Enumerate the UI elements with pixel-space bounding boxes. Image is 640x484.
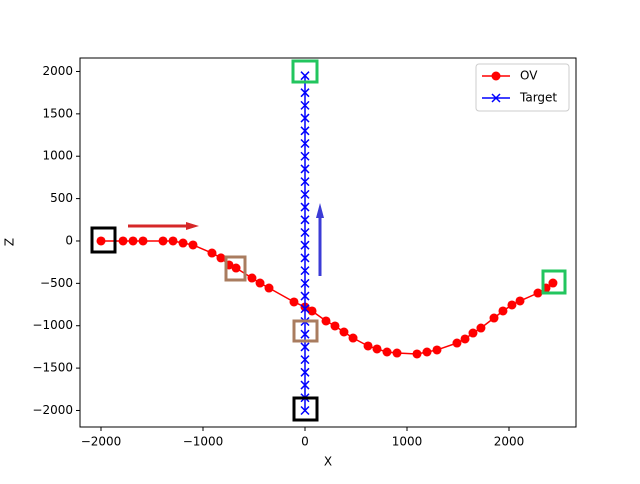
marker bbox=[452, 338, 462, 348]
marker bbox=[300, 126, 310, 136]
marker bbox=[300, 151, 310, 161]
marker bbox=[460, 334, 470, 344]
box-marker bbox=[292, 319, 319, 343]
marker bbox=[300, 177, 310, 187]
marker bbox=[300, 138, 310, 149]
arrow-head bbox=[186, 222, 199, 230]
x-tick-label: −2000 bbox=[81, 435, 122, 449]
marker bbox=[300, 329, 310, 339]
marker bbox=[412, 349, 422, 359]
marker bbox=[300, 113, 310, 123]
box-marker bbox=[291, 59, 319, 84]
marker bbox=[300, 367, 310, 377]
box-marker bbox=[541, 269, 567, 295]
marker bbox=[489, 313, 499, 323]
marker bbox=[264, 283, 274, 293]
annotations bbox=[90, 59, 567, 422]
marker bbox=[300, 202, 310, 212]
legend-label: OV bbox=[520, 69, 538, 83]
box-marker bbox=[224, 255, 247, 282]
marker bbox=[300, 164, 310, 174]
marker bbox=[300, 88, 310, 98]
x-tick-label: 2000 bbox=[494, 435, 525, 449]
arrows bbox=[128, 203, 324, 276]
marker bbox=[289, 297, 299, 307]
marker bbox=[392, 348, 402, 358]
box-marker bbox=[292, 396, 319, 422]
box-marker bbox=[90, 226, 117, 254]
marker bbox=[158, 236, 168, 246]
marker bbox=[339, 327, 349, 337]
marker bbox=[300, 189, 310, 199]
y-axis-label: Z bbox=[3, 238, 17, 246]
legend: OV Target bbox=[475, 63, 570, 112]
marker bbox=[348, 333, 358, 343]
marker bbox=[468, 328, 478, 338]
marker bbox=[300, 240, 310, 250]
y-tick-label: −1500 bbox=[32, 361, 73, 375]
marker bbox=[372, 344, 382, 354]
x-tick-label: 1000 bbox=[392, 435, 423, 449]
legend-label: Target bbox=[519, 91, 557, 105]
marker bbox=[307, 306, 317, 316]
y-tick-label: 1500 bbox=[42, 106, 73, 120]
marker bbox=[476, 323, 486, 333]
marker bbox=[231, 263, 241, 273]
marker bbox=[300, 342, 310, 352]
marker bbox=[300, 71, 310, 81]
marker bbox=[382, 347, 392, 357]
marker bbox=[138, 236, 148, 246]
marker bbox=[300, 304, 310, 314]
marker bbox=[128, 236, 138, 246]
marker bbox=[188, 240, 198, 250]
marker bbox=[548, 278, 558, 288]
x-tick-label: 0 bbox=[301, 435, 309, 449]
marker bbox=[300, 355, 310, 365]
marker bbox=[300, 266, 310, 276]
marker bbox=[363, 341, 373, 351]
x-axis-label: X bbox=[324, 455, 332, 469]
marker bbox=[498, 306, 508, 316]
marker bbox=[422, 347, 432, 357]
marker bbox=[178, 238, 188, 248]
y-tick-label: 0 bbox=[65, 233, 73, 247]
marker bbox=[300, 253, 310, 263]
marker bbox=[300, 100, 310, 110]
marker bbox=[300, 215, 310, 225]
y-tick-label: −500 bbox=[40, 276, 73, 290]
marker bbox=[168, 236, 178, 246]
y-tick-label: −2000 bbox=[32, 403, 73, 417]
marker bbox=[216, 253, 226, 263]
marker bbox=[533, 288, 543, 298]
marker bbox=[300, 405, 310, 416]
marker bbox=[507, 300, 517, 310]
marker bbox=[96, 236, 106, 246]
plot-area bbox=[96, 71, 558, 416]
axes-frame bbox=[79, 57, 577, 428]
arrow-head bbox=[316, 203, 324, 218]
x-tick-label: −1000 bbox=[183, 435, 224, 449]
marker bbox=[491, 93, 501, 103]
series-line bbox=[101, 240, 554, 355]
marker bbox=[207, 248, 217, 258]
marker bbox=[330, 321, 340, 331]
marker bbox=[300, 291, 310, 301]
marker bbox=[300, 380, 310, 390]
marker bbox=[247, 273, 257, 283]
y-tick-label: 500 bbox=[50, 191, 73, 205]
marker bbox=[432, 345, 442, 355]
y-tick-label: 2000 bbox=[42, 64, 73, 78]
y-tick-label: 1000 bbox=[42, 149, 73, 163]
marker bbox=[118, 236, 128, 246]
marker bbox=[491, 71, 501, 81]
marker bbox=[255, 278, 265, 288]
marker bbox=[321, 316, 331, 326]
marker bbox=[515, 296, 525, 306]
marker bbox=[300, 278, 310, 288]
y-tick-label: −1000 bbox=[32, 318, 73, 332]
marker bbox=[300, 227, 310, 238]
